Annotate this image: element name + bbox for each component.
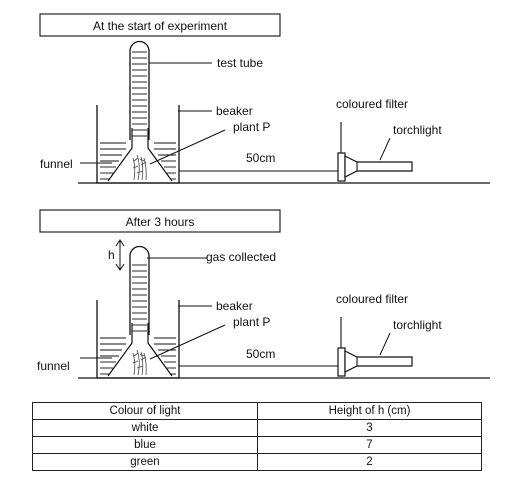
table-row: blue 7 — [32, 436, 482, 454]
setup-after: After 3 hours h gas collected beaker pla… — [37, 209, 491, 379]
label-filter: coloured filter — [336, 292, 408, 306]
apparatus — [77, 299, 491, 379]
setup-start: At the start of experiment test tube bea… — [39, 13, 491, 184]
table-row: white 3 — [32, 419, 482, 437]
label-torch: torchlight — [393, 123, 442, 137]
label-torch: torchlight — [393, 318, 442, 332]
label-filter: coloured filter — [336, 97, 408, 111]
label-funnel: funnel — [37, 359, 70, 373]
label-test-tube: test tube — [217, 56, 263, 70]
setup-title: At the start of experiment — [93, 19, 228, 33]
header-colour: Colour of light — [32, 402, 258, 420]
title-box — [39, 13, 281, 37]
cell-height: 3 — [257, 419, 482, 437]
label-distance: 50cm — [246, 347, 275, 361]
table-header-row: Colour of light Height of h (cm) — [32, 402, 482, 420]
apparatus — [77, 104, 491, 184]
label-funnel: funnel — [40, 157, 73, 171]
header-height: Height of h (cm) — [257, 402, 482, 420]
test-tube — [129, 40, 150, 140]
results-table: Colour of light Height of h (cm) white 3… — [32, 402, 482, 471]
label-beaker: beaker — [216, 104, 253, 118]
label-distance: 50cm — [246, 151, 275, 165]
cell-colour: blue — [32, 436, 258, 454]
label-plant: plant P — [233, 120, 270, 134]
cell-height: 7 — [257, 436, 482, 454]
test-tube — [129, 245, 150, 335]
label-height: h — [108, 248, 115, 262]
title-box — [39, 209, 281, 233]
label-plant: plant P — [233, 315, 270, 329]
height-arrow — [115, 239, 125, 271]
cell-colour: white — [32, 419, 258, 437]
cell-colour: green — [32, 453, 258, 471]
table-row: green 2 — [32, 453, 482, 471]
label-gas: gas collected — [206, 250, 276, 264]
cell-height: 2 — [257, 453, 482, 471]
setup-title: After 3 hours — [126, 215, 195, 229]
label-beaker: beaker — [216, 299, 253, 313]
